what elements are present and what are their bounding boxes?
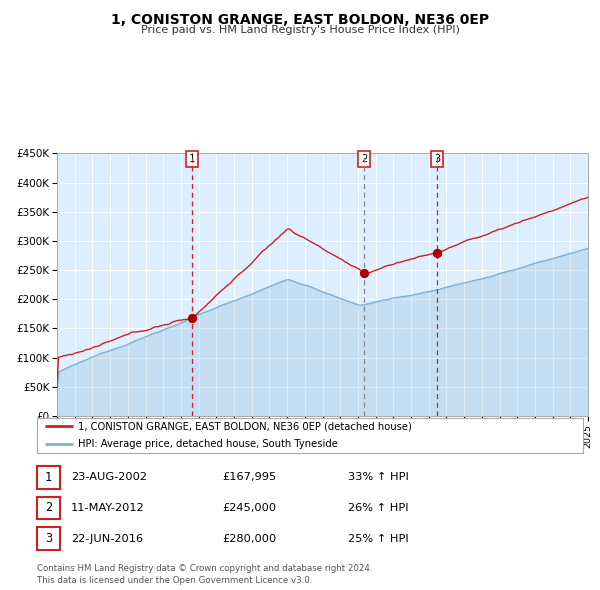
Text: Price paid vs. HM Land Registry's House Price Index (HPI): Price paid vs. HM Land Registry's House … bbox=[140, 25, 460, 35]
Text: 2: 2 bbox=[361, 154, 367, 164]
Text: 1, CONISTON GRANGE, EAST BOLDON, NE36 0EP (detached house): 1, CONISTON GRANGE, EAST BOLDON, NE36 0E… bbox=[78, 421, 412, 431]
Text: 1: 1 bbox=[189, 154, 196, 164]
Text: 25% ↑ HPI: 25% ↑ HPI bbox=[348, 534, 409, 543]
Text: 3: 3 bbox=[434, 154, 440, 164]
Point bbox=[359, 268, 369, 278]
Text: 1, CONISTON GRANGE, EAST BOLDON, NE36 0EP: 1, CONISTON GRANGE, EAST BOLDON, NE36 0E… bbox=[111, 13, 489, 27]
Text: 11-MAY-2012: 11-MAY-2012 bbox=[71, 503, 145, 513]
Text: 33% ↑ HPI: 33% ↑ HPI bbox=[348, 473, 409, 482]
Text: £280,000: £280,000 bbox=[222, 534, 276, 543]
Text: 23-AUG-2002: 23-AUG-2002 bbox=[71, 473, 147, 482]
Text: £167,995: £167,995 bbox=[222, 473, 276, 482]
Text: 2: 2 bbox=[45, 502, 52, 514]
Text: 26% ↑ HPI: 26% ↑ HPI bbox=[348, 503, 409, 513]
Text: 22-JUN-2016: 22-JUN-2016 bbox=[71, 534, 143, 543]
Point bbox=[187, 313, 197, 323]
Text: 1: 1 bbox=[45, 471, 52, 484]
Point bbox=[432, 248, 442, 257]
Text: HPI: Average price, detached house, South Tyneside: HPI: Average price, detached house, Sout… bbox=[78, 438, 338, 448]
Text: £245,000: £245,000 bbox=[222, 503, 276, 513]
Text: 3: 3 bbox=[45, 532, 52, 545]
Text: Contains HM Land Registry data © Crown copyright and database right 2024.
This d: Contains HM Land Registry data © Crown c… bbox=[37, 565, 373, 585]
